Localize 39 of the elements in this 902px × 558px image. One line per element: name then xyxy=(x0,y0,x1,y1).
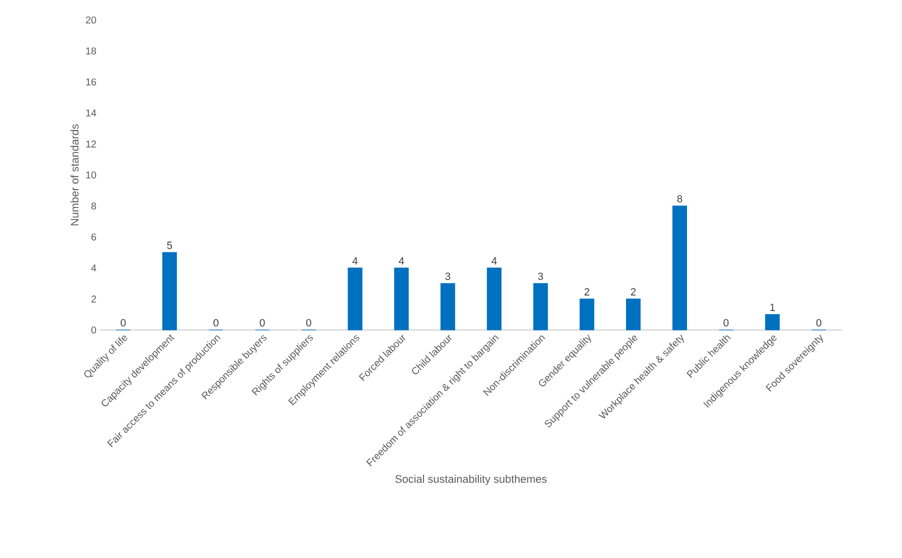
data-label: 0 xyxy=(120,319,126,326)
y-tick-label: 4 xyxy=(91,264,96,272)
data-label: 4 xyxy=(492,257,497,264)
data-label: 0 xyxy=(213,319,218,326)
y-tick-label: 2 xyxy=(91,296,96,302)
data-label: 5 xyxy=(167,242,172,249)
bar xyxy=(162,252,177,330)
bar xyxy=(394,268,409,330)
data-label: 2 xyxy=(584,288,590,296)
x-axis-title: Social sustainability subthemes xyxy=(395,474,547,486)
y-tick-label: 0 xyxy=(91,326,96,334)
data-label: 8 xyxy=(677,195,682,202)
y-tick-label: 12 xyxy=(86,140,96,148)
data-label: 0 xyxy=(260,319,265,326)
bar xyxy=(765,314,780,330)
bar xyxy=(348,268,362,330)
data-label: 0 xyxy=(816,319,822,326)
y-tick-label: 18 xyxy=(86,47,96,55)
bar xyxy=(672,206,687,330)
bar xyxy=(486,268,502,330)
y-axis-title: Number of standards xyxy=(70,124,79,226)
data-label: 1 xyxy=(770,304,775,311)
data-label: 3 xyxy=(445,272,450,280)
bar xyxy=(580,298,594,330)
y-tick-label: 14 xyxy=(86,110,96,116)
data-label: 2 xyxy=(630,288,636,296)
bar xyxy=(626,298,641,330)
bar xyxy=(440,283,456,330)
y-tick-label: 20 xyxy=(86,16,96,24)
bar xyxy=(533,283,548,330)
data-label: 0 xyxy=(724,319,729,326)
y-tick-label: 10 xyxy=(86,171,96,179)
data-label: 4 xyxy=(398,257,404,264)
y-tick-label: 6 xyxy=(91,233,96,241)
y-tick-label: 16 xyxy=(86,78,96,86)
data-label: 0 xyxy=(306,319,312,326)
y-tick-label: 8 xyxy=(91,202,96,210)
data-label: 4 xyxy=(352,257,358,264)
data-label: 3 xyxy=(538,272,544,280)
